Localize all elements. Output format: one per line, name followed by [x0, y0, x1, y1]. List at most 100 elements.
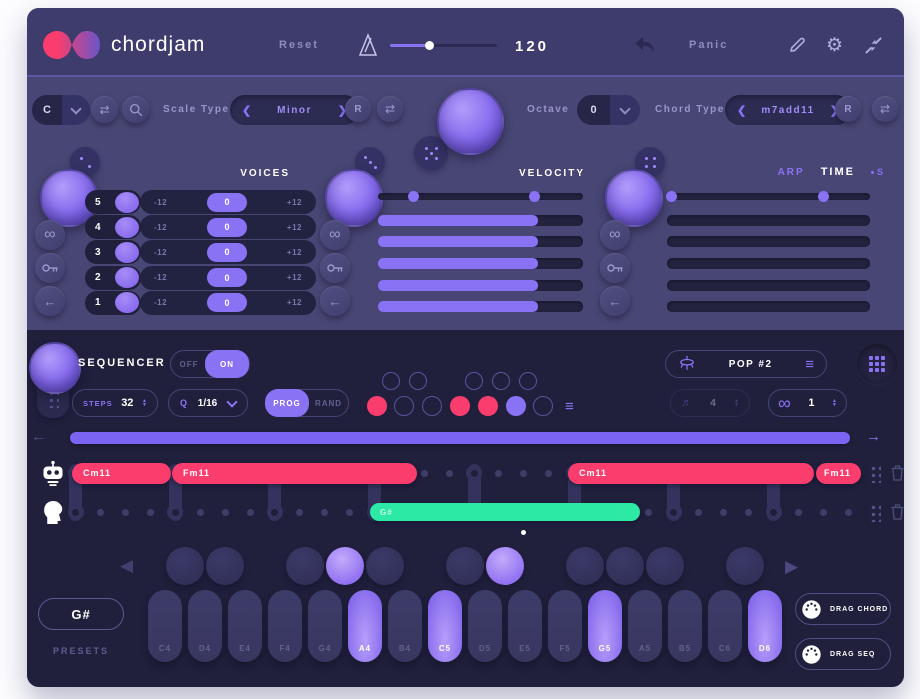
melody-row-step-dot[interactable]: [221, 508, 229, 516]
velocity-key-lock-icon[interactable]: [320, 253, 350, 283]
velocity-back-arrow-icon[interactable]: ←: [320, 286, 350, 316]
white-key-C6[interactable]: C6: [708, 590, 742, 662]
chord-row-drag-handle[interactable]: [869, 464, 881, 483]
melody-row-step-dot[interactable]: [745, 508, 753, 516]
detected-root-display[interactable]: G#: [38, 598, 124, 630]
seq-white-note-circle[interactable]: [450, 396, 470, 416]
voice-transpose-control[interactable]: -12 0 +12: [140, 265, 316, 290]
white-key-D4[interactable]: D4: [188, 590, 222, 662]
seq-white-note-circle[interactable]: [478, 396, 498, 416]
black-key-D#4[interactable]: [206, 547, 244, 585]
stepper-arrows-icon[interactable]: ▲ ▼: [734, 398, 739, 408]
arp-bar[interactable]: [667, 236, 870, 248]
seq-white-note-circle[interactable]: [422, 396, 442, 416]
sequence-preset-select[interactable]: POP #2 ≡: [665, 350, 827, 378]
white-key-D6[interactable]: D6: [748, 590, 782, 662]
undo-icon[interactable]: [634, 36, 656, 54]
melody-row-step-dot[interactable]: [720, 508, 728, 516]
velocity-range-handle[interactable]: [528, 191, 540, 202]
melody-row-step-dot[interactable]: [346, 508, 354, 516]
arp-range-handle[interactable]: [666, 191, 678, 202]
stepper-arrows-icon[interactable]: ▲ ▼: [142, 398, 147, 408]
sequencer-on-off-toggle[interactable]: OFF ON: [170, 350, 250, 378]
seq-black-note-circle[interactable]: [519, 372, 537, 390]
rand-button[interactable]: RAND: [314, 398, 343, 408]
chord-block[interactable]: Fm11: [816, 462, 861, 484]
black-key-C#6[interactable]: [726, 547, 764, 585]
melody-row-step-dot[interactable]: [246, 508, 254, 516]
chord-block[interactable]: Fm11: [172, 462, 417, 484]
white-key-F4[interactable]: F4: [268, 590, 302, 662]
voice-toggle[interactable]: [115, 292, 139, 314]
chevron-down-icon[interactable]: [226, 395, 238, 408]
melody-row-step-dot[interactable]: [96, 508, 104, 516]
octave-select[interactable]: 0: [577, 95, 640, 125]
root-note-select[interactable]: C: [32, 95, 90, 125]
scale-type-select[interactable]: ❮ Minor ❯: [230, 95, 359, 125]
melody-row-step-dot[interactable]: [146, 508, 154, 516]
voices-infinity-loop-icon[interactable]: ∞: [35, 220, 65, 250]
main-chord-knob[interactable]: [437, 88, 504, 155]
black-key-C#5[interactable]: [446, 547, 484, 585]
voice-toggle[interactable]: [115, 267, 139, 289]
metronome-icon[interactable]: [355, 32, 381, 58]
white-key-C4[interactable]: C4: [148, 590, 182, 662]
white-key-A5[interactable]: A5: [628, 590, 662, 662]
seq-white-note-circle[interactable]: [533, 396, 553, 416]
velocity-bar[interactable]: [378, 279, 583, 291]
velocity-bar[interactable]: [378, 257, 583, 269]
off-label[interactable]: OFF: [179, 359, 199, 369]
scale-random-button[interactable]: R: [345, 96, 371, 122]
repeat-control-disabled[interactable]: ♬ 4 ▲ ▼: [670, 389, 750, 417]
loop-count-control[interactable]: ∞ 1 ▲ ▼: [768, 389, 847, 417]
chord-type-select[interactable]: ❮ m7add11 ❯: [725, 95, 851, 125]
steps-control[interactable]: STEPS 32 ▲ ▼: [72, 389, 158, 417]
velocity-infinity-loop-icon[interactable]: ∞: [320, 220, 350, 250]
melody-row-step-dot[interactable]: [695, 508, 703, 516]
voice-transpose-control[interactable]: -12 0 +12: [140, 190, 316, 214]
quantize-control[interactable]: Q 1/16: [168, 389, 248, 417]
chevron-down-icon[interactable]: [610, 95, 640, 125]
seq-black-note-circle[interactable]: [382, 372, 400, 390]
voices-back-arrow-icon[interactable]: ←: [35, 286, 65, 316]
chord-block[interactable]: Cm11: [568, 462, 814, 484]
white-key-G4[interactable]: G4: [308, 590, 342, 662]
arp-bar[interactable]: [667, 214, 870, 226]
arp-bar[interactable]: [667, 257, 870, 269]
chord-row-step-dot[interactable]: [420, 469, 428, 477]
seq-black-note-circle[interactable]: [409, 372, 427, 390]
white-key-D5[interactable]: D5: [468, 590, 502, 662]
black-key-F#4[interactable]: [286, 547, 324, 585]
white-key-E4[interactable]: E4: [228, 590, 262, 662]
arp-bar[interactable]: [667, 301, 870, 313]
keyboard-left-arrow[interactable]: ◀: [120, 556, 134, 575]
tab-time[interactable]: TIME: [820, 166, 855, 178]
black-key-A#5[interactable]: [646, 547, 684, 585]
voice-transpose-control[interactable]: -12 0 +12: [140, 215, 316, 240]
white-key-C5[interactable]: C5: [428, 590, 462, 662]
black-key-C#4[interactable]: [166, 547, 204, 585]
on-label[interactable]: ON: [205, 350, 249, 378]
voice-toggle[interactable]: [115, 241, 139, 263]
white-key-B5[interactable]: B5: [668, 590, 702, 662]
presets-label[interactable]: PRESETS: [53, 646, 110, 656]
black-key-G#4[interactable]: [326, 547, 364, 585]
melody-row-trash-icon[interactable]: [891, 504, 904, 520]
melody-row-step-dot[interactable]: [645, 508, 653, 516]
stepper-arrows-icon[interactable]: ▲ ▼: [832, 398, 837, 408]
prog-rand-toggle[interactable]: PROG RAND: [265, 389, 349, 417]
melody-row-drag-handle[interactable]: [869, 503, 881, 522]
melody-row-step-dot[interactable]: [794, 508, 802, 516]
seq-white-note-circle[interactable]: [394, 396, 414, 416]
arp-range-slider[interactable]: [666, 191, 870, 202]
melody-row-step-dot[interactable]: [844, 508, 852, 516]
page-indicator-dot[interactable]: [521, 530, 526, 535]
melody-row-step-dot[interactable]: [819, 508, 827, 516]
bpm-display[interactable]: 120: [515, 38, 550, 55]
drag-chord-button[interactable]: DRAG CHORD: [795, 593, 891, 625]
seq-white-note-circle[interactable]: [367, 396, 387, 416]
keyboard-right-arrow[interactable]: ▶: [785, 557, 799, 576]
arp-key-lock-icon[interactable]: [600, 253, 630, 283]
chord-row-step-dot[interactable]: [519, 469, 527, 477]
melody-row-step-dot[interactable]: [196, 508, 204, 516]
